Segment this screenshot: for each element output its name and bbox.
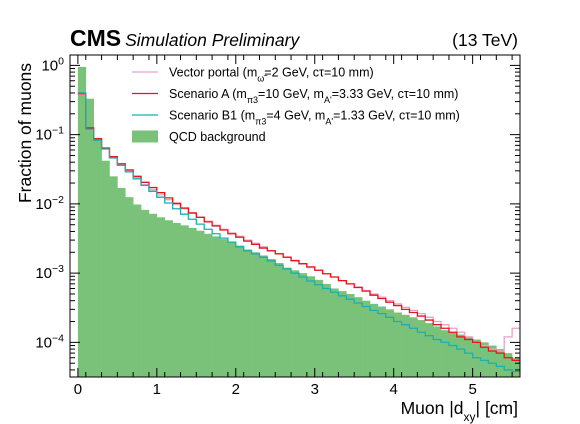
qcd-background-bar — [409, 317, 418, 377]
qcd-background-bar — [125, 197, 134, 377]
y-axis-ticks: 100 10−1 10−2 10−3 10−4 — [35, 55, 520, 371]
qcd-background-bar — [488, 345, 497, 377]
scenario-a-series-line — [77, 93, 520, 362]
qcd-background-bar — [196, 230, 205, 377]
qcd-background-bar — [338, 291, 347, 377]
qcd-background-bar — [441, 330, 450, 377]
legend-entry-label: Vector portal (mω̃=2 GeV, cτ=10 mm) — [169, 66, 374, 84]
x-axis-label: Muon |dxy| [cm] — [401, 398, 518, 424]
plot-frame — [69, 54, 521, 378]
qcd-background-bar — [456, 334, 466, 377]
y-tick-label: 100 — [41, 55, 64, 74]
qcd-background-bar — [188, 227, 197, 377]
qcd-background-bar — [235, 245, 244, 377]
qcd-background-bar — [425, 323, 434, 377]
qcd-background-bar — [504, 353, 513, 377]
y-tick-label: 10−3 — [35, 263, 64, 282]
qcd-background-bar — [251, 252, 260, 377]
qcd-background-bar — [417, 320, 426, 377]
qcd-background-bar — [401, 314, 410, 377]
y-tick-label: 10−4 — [35, 332, 64, 351]
qcd-background-bar — [370, 303, 379, 377]
legend-entry-label: Scenario B1 (mπ3=4 GeV, mA'=1.33 GeV, cτ… — [169, 109, 460, 127]
qcd-background-bar — [275, 263, 284, 377]
y-axis-label: Fraction of muons — [15, 63, 35, 203]
qcd-background-bar — [512, 357, 521, 377]
qcd-background-bar — [377, 306, 387, 377]
scenario-b1-series-line — [77, 92, 520, 373]
qcd-background-bar — [117, 187, 126, 377]
legend-entry-label: QCD background — [169, 130, 266, 144]
qcd-background-bar — [385, 309, 394, 377]
qcd-background-bar — [133, 204, 142, 377]
qcd-background-bar — [220, 239, 229, 377]
qcd-background-bar — [243, 249, 252, 377]
qcd-background-bar — [306, 276, 316, 377]
qcd-background-bar — [354, 297, 363, 377]
qcd-background-bar — [77, 66, 87, 377]
x-tick-label: 5 — [468, 381, 476, 398]
qcd-background-bar — [141, 209, 150, 377]
qcd-background-bar — [172, 222, 181, 377]
qcd-background-bar — [148, 213, 158, 377]
qcd-background-bar — [362, 300, 371, 377]
legend-swatch-qcd — [132, 130, 158, 143]
legend-entry-label: Scenario A (mπ3=10 GeV, mA'=3.33 GeV, cτ… — [169, 87, 458, 105]
qcd-background-bar — [93, 137, 102, 377]
x-tick-label: 1 — [153, 381, 161, 398]
qcd-background-bar — [212, 236, 221, 377]
signal-histograms — [77, 92, 520, 373]
y-tick-label: 10−2 — [35, 194, 64, 213]
y-tick-label: 10−1 — [35, 125, 64, 144]
qcd-background-bar — [433, 326, 442, 377]
qcd-background-bar — [448, 332, 458, 377]
qcd-background-bar — [156, 217, 166, 377]
qcd-background-bar — [109, 176, 118, 377]
qcd-background-bar — [227, 242, 237, 377]
qcd-background-bar — [322, 283, 331, 377]
qcd-background-bar — [267, 258, 276, 377]
plot-area: Vector portal (mω̃=2 GeV, cτ=10 mm) Scena… — [35, 54, 521, 398]
background-histogram — [77, 66, 521, 378]
figure-header: CMS Simulation Preliminary (13 TeV) — [70, 25, 518, 51]
qcd-background-bar — [464, 336, 473, 377]
experiment-label: CMS — [70, 25, 121, 51]
x-tick-label: 2 — [232, 381, 240, 398]
qcd-background-bar — [346, 293, 355, 377]
qcd-background-bar — [496, 349, 505, 377]
qcd-background-bar — [298, 273, 308, 377]
qcd-background-bar — [204, 233, 213, 377]
simulation-label: Simulation Preliminary — [125, 30, 300, 50]
x-tick-label: 0 — [74, 381, 82, 398]
x-tick-label: 4 — [390, 381, 398, 398]
qcd-background-bar — [283, 267, 292, 377]
x-tick-label: 3 — [311, 381, 319, 398]
x-axis-ticks: 0 1 2 3 4 5 — [69, 55, 513, 398]
qcd-background-bar — [259, 255, 268, 377]
qcd-background-bar — [101, 160, 110, 377]
qcd-background-bar — [164, 220, 173, 377]
qcd-background-bar — [330, 288, 339, 377]
qcd-background-bar — [480, 342, 489, 377]
energy-label: (13 TeV) — [452, 30, 518, 50]
qcd-background-bar — [180, 225, 189, 377]
qcd-background-bar — [291, 270, 300, 377]
qcd-background-bar — [314, 279, 323, 377]
qcd-background-bar — [393, 312, 402, 377]
qcd-background-bar — [85, 98, 94, 378]
legend: Vector portal (mω̃=2 GeV, cτ=10 mm) Scena… — [132, 66, 460, 144]
